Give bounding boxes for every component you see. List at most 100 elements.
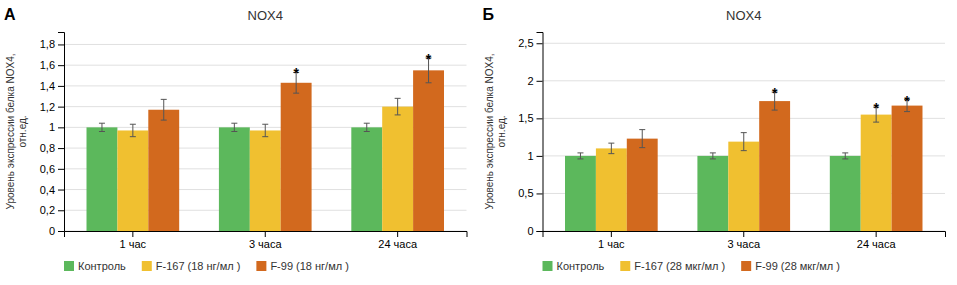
tick-mark [876, 231, 877, 237]
error-bar [710, 153, 716, 159]
y-tick: 0,8 [40, 142, 64, 154]
series [148, 58, 444, 231]
y-tick: 0,6 [40, 163, 64, 175]
tick-mark [58, 107, 64, 108]
significance-marker: * [873, 100, 879, 116]
legend-item: F-167 (18 нг/мл ) [142, 260, 241, 272]
marks [87, 58, 444, 231]
error-bar [842, 153, 848, 159]
tick-mark [58, 44, 64, 45]
panel: **00,20,40,60,811,21,41,61,81 час3 часа2… [4, 6, 467, 272]
tick-label: 0 [49, 225, 55, 237]
legend-item: F-99 (28 мкг/мл ) [741, 260, 840, 272]
y-tick: 0,4 [40, 184, 64, 196]
tick-label: 1,8 [40, 38, 55, 50]
y-tick: 0 [49, 225, 64, 237]
series [87, 123, 383, 231]
x-tick: 24 часа [378, 231, 418, 250]
legend-item: F-99 (18 нг/мл ) [256, 260, 348, 272]
y-tick: 2,5 [518, 37, 542, 49]
tick-mark [58, 231, 64, 232]
legend-label: Контроль [78, 260, 126, 272]
legend-item: Контроль [64, 260, 126, 272]
tick-label: 1,6 [40, 59, 55, 71]
bar [117, 130, 148, 231]
bar [728, 142, 759, 231]
tick-mark [58, 169, 64, 170]
tick-mark [132, 231, 133, 237]
grid [64, 44, 467, 231]
error-bar [395, 98, 401, 115]
y-tick: 1,2 [40, 101, 64, 113]
bar [892, 106, 923, 231]
y-axis: 0 0,5 1 1,5 2 2,5 [518, 33, 543, 238]
legend-label: F-99 (28 мкг/мл ) [755, 260, 840, 272]
bar [861, 115, 892, 231]
error-bar [161, 99, 167, 120]
bar [697, 156, 728, 231]
tick-label: 0,5 [518, 187, 533, 199]
x-axis: 1 час 3 часа 24 часа [543, 231, 946, 250]
series [627, 92, 923, 231]
tick-label: 1,4 [40, 80, 55, 92]
y-tick: 0,5 [518, 187, 542, 199]
y-axis-label-line: отн.ед. [496, 115, 507, 147]
tick-label: 1,2 [40, 101, 55, 113]
tick-mark [537, 156, 543, 157]
bar [759, 101, 790, 231]
tick-mark [58, 190, 64, 191]
legend-item: F-167 (28 мкг/мл ) [620, 260, 725, 272]
tick-label: 1 час [598, 238, 625, 250]
grid [543, 43, 946, 231]
x-tick: 1 час [120, 231, 147, 250]
error-bar [741, 133, 747, 151]
x-axis: 1 час 3 часа 24 часа [65, 231, 468, 250]
tick-label: 1,5 [518, 112, 533, 124]
tick-mark [611, 231, 612, 237]
tick-label: 1 [49, 121, 55, 133]
y-axis: 00,20,40,60,811,21,41,61,8 [40, 33, 65, 238]
grid-line [64, 65, 467, 66]
tick-mark [537, 118, 543, 119]
significance-marker: * [904, 93, 910, 109]
y-tick: 1 [49, 121, 64, 133]
x-tick: 24 часа [857, 231, 897, 250]
legend-label: Контроль [557, 260, 605, 272]
y-axis-label: Уровень экспрессии белка NOX4,отн.ед. [5, 53, 28, 209]
grid-line [64, 85, 467, 86]
panel-label: А [4, 6, 16, 23]
panel: ***00,511,522,51 час3 часа24 часаNOX4БУр… [483, 6, 946, 272]
tick-mark [537, 81, 543, 82]
y-axis-label-line: отн.ед. [17, 115, 28, 147]
x-tick: 3 часа [727, 231, 761, 250]
tick-mark [537, 231, 543, 232]
legend-label: F-99 (18 нг/мл ) [270, 260, 348, 272]
significance-marker: * [772, 85, 778, 101]
tick-label: 24 часа [378, 238, 418, 250]
bar [148, 110, 179, 231]
axis-line [65, 232, 468, 238]
tick-label: 2 [527, 75, 533, 87]
tick-mark [537, 193, 543, 194]
axis-line [58, 33, 65, 232]
tick-mark [58, 65, 64, 66]
bar [627, 139, 658, 231]
tick-label: 1 час [120, 238, 147, 250]
legend-label: F-167 (18 нг/мл ) [156, 260, 241, 272]
legend: Контроль F-167 (18 нг/мл ) F-99 (18 нг/мл … [64, 260, 349, 272]
error-bar [262, 124, 268, 136]
tick-label: 3 часа [249, 238, 283, 250]
error-bar [608, 143, 614, 154]
y-axis-label-line: Уровень экспрессии белка NOX4, [484, 53, 495, 209]
title: NOX4 [726, 8, 761, 23]
tick-label: 1 [527, 150, 533, 162]
y-tick: 0 [527, 225, 542, 237]
tick-label: 2,5 [518, 37, 533, 49]
error-bar [639, 130, 645, 148]
y-tick: 1 [527, 150, 542, 162]
bar [413, 70, 444, 231]
tick-label: 0,8 [40, 142, 55, 154]
bar [351, 127, 382, 231]
tick-label: 0,6 [40, 163, 55, 175]
bar [565, 156, 596, 231]
